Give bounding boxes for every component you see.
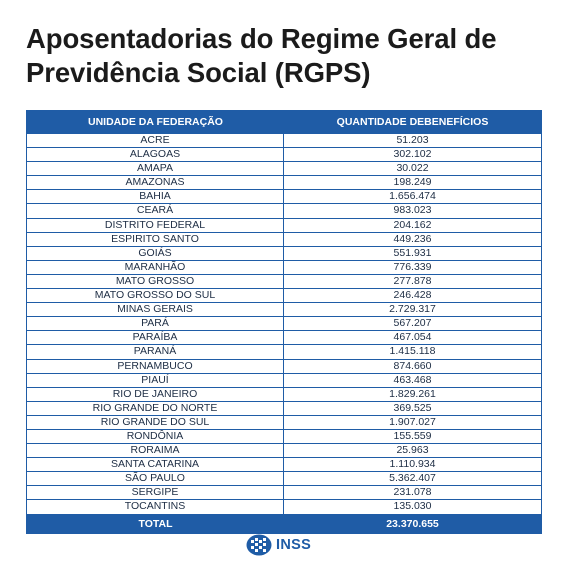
state-cell: GOIÁS [27, 246, 284, 260]
quantity-cell: 198.249 [393, 176, 432, 189]
total-value: 23.370.655 [386, 517, 439, 530]
state-cell: ACRE [27, 134, 284, 148]
table-row: MINAS GERAIS 2.729.317 [27, 302, 541, 317]
quantity-cell: 135.030 [393, 500, 432, 513]
table-row: MATO GROSSO DO SUL 246.428 [27, 288, 541, 303]
quantity-cell: 1.415.118 [389, 345, 436, 358]
state-cell: SANTA CATARINA [27, 458, 284, 472]
table-row: DISTRITO FEDERAL 204.162 [27, 217, 541, 232]
page-title: Aposentadorias do Regime Geral de Previd… [26, 23, 497, 88]
table-row: BAHIA 1.656.474 [27, 189, 541, 204]
quantity-cell: 302.102 [393, 148, 432, 161]
state-cell: DISTRITO FEDERAL [27, 218, 284, 232]
state-cell: RORAIMA [27, 444, 284, 458]
state-cell: PERNAMBUCO [27, 359, 284, 373]
table-row: SANTA CATARINA 1.110.934 [27, 457, 541, 472]
state-cell: BAHIA [27, 190, 284, 204]
total-label: TOTAL [138, 517, 173, 530]
state-cell: ESPIRITO SANTO [27, 232, 284, 246]
benefits-table: UNIDADE DA FEDERAÇÃO QUANTIDADE DEBENEFÍ… [26, 110, 542, 534]
quantity-cell: 246.428 [393, 289, 432, 302]
quantity-cell: 983.023 [393, 204, 432, 217]
inss-logo-icon [246, 534, 272, 556]
table-row: RIO GRANDE DO NORTE 369.525 [27, 400, 541, 415]
table-row: PARÁ 567.207 [27, 316, 541, 331]
state-cell: ALAGOAS [27, 148, 284, 162]
state-cell: RIO GRANDE DO SUL [27, 415, 284, 429]
table-row: ACRE 51.203 [27, 133, 541, 148]
quantity-cell: 51.203 [396, 134, 429, 146]
quantity-cell: 2.729.317 [389, 303, 436, 316]
quantity-cell: 155.559 [393, 429, 432, 442]
quantity-cell: 874.660 [393, 359, 432, 372]
table-row: RIO GRANDE DO SUL 1.907.027 [27, 414, 541, 429]
quantity-cell: 30.022 [396, 162, 429, 175]
quantity-cell: 1.829.261 [389, 387, 436, 400]
quantity-cell: 25.963 [396, 444, 429, 457]
quantity-cell: 463.468 [393, 373, 432, 386]
state-cell: RIO DE JANEIRO [27, 387, 284, 401]
table-row: SERGIPE 231.078 [27, 485, 541, 500]
quantity-cell: 449.236 [393, 232, 432, 245]
table-row: ALAGOAS 302.102 [27, 147, 541, 162]
table-row: MARANHÃO 776.339 [27, 259, 541, 274]
table-row: RIO DE JANEIRO 1.829.261 [27, 386, 541, 401]
quantity-cell: 369.525 [393, 401, 432, 414]
table-row: PARAÍBA 467.054 [27, 330, 541, 345]
state-cell: RONDÔNIA [27, 429, 284, 444]
quantity-cell: 277.878 [393, 274, 432, 287]
table-row: SÃO PAULO 5.362.407 [27, 471, 541, 486]
state-cell: MINAS GERAIS [27, 303, 284, 317]
quantity-cell: 204.162 [393, 218, 432, 231]
state-cell: PARANÁ [27, 345, 284, 359]
inss-logo: INSS [246, 534, 311, 556]
table-row: TOCANTINS 135.030 [27, 499, 541, 514]
quantity-cell: 231.078 [393, 486, 432, 499]
table-body: ACRE 51.203 ALAGOAS 302.102 AMAPA 30.022 AMAZO… [27, 133, 541, 514]
table-header: UNIDADE DA FEDERAÇÃO QUANTIDADE DEBENEFÍ… [27, 111, 541, 133]
quantity-cell: 567.207 [393, 317, 432, 330]
state-cell: RIO GRANDE DO NORTE [27, 401, 284, 415]
table-total-row: TOTAL 23.370.655 [27, 513, 541, 533]
table-row: ESPIRITO SANTO 449.236 [27, 231, 541, 246]
state-cell: AMAPA [27, 162, 284, 176]
state-cell: PIAUÍ [27, 373, 284, 387]
state-cell: MARANHÃO [27, 260, 284, 274]
state-cell: AMAZONAS [27, 176, 284, 190]
column-header-quantity: QUANTIDADE DEBENEFÍCIOS [336, 116, 489, 128]
table-row: GOIÁS 551.931 [27, 245, 541, 260]
state-cell: MATO GROSSO DO SUL [27, 289, 284, 303]
quantity-cell: 5.362.407 [389, 472, 436, 485]
state-cell: SERGIPE [27, 486, 284, 500]
table-row: RONDÔNIA 155.559 [27, 428, 541, 444]
state-cell: PARAÍBA [27, 331, 284, 345]
table-row: PARANÁ 1.415.118 [27, 344, 541, 359]
quantity-cell: 467.054 [393, 331, 432, 344]
table-row: PERNAMBUCO 874.660 [27, 358, 541, 373]
quantity-cell: 1.656.474 [389, 190, 436, 203]
state-cell: PARÁ [27, 317, 284, 331]
table-row: AMAZONAS 198.249 [27, 175, 541, 190]
table-row: CEARÁ 983.023 [27, 203, 541, 218]
table-row: RORAIMA 25.963 [27, 443, 541, 458]
table-row: AMAPA 30.022 [27, 161, 541, 176]
table-row: PIAUÍ 463.468 [27, 372, 541, 387]
state-cell: CEARÁ [27, 204, 284, 218]
logo-text: INSS [276, 537, 312, 553]
state-cell: SÃO PAULO [27, 472, 284, 486]
table-row: MATO GROSSO 277.878 [27, 273, 541, 289]
state-cell: MATO GROSSO [27, 274, 284, 289]
quantity-cell: 1.907.027 [389, 415, 436, 428]
quantity-cell: 551.931 [393, 246, 432, 259]
column-header-state: UNIDADE DA FEDERAÇÃO [88, 116, 223, 128]
state-cell: TOCANTINS [27, 500, 284, 514]
quantity-cell: 776.339 [393, 260, 432, 273]
quantity-cell: 1.110.934 [389, 458, 436, 471]
